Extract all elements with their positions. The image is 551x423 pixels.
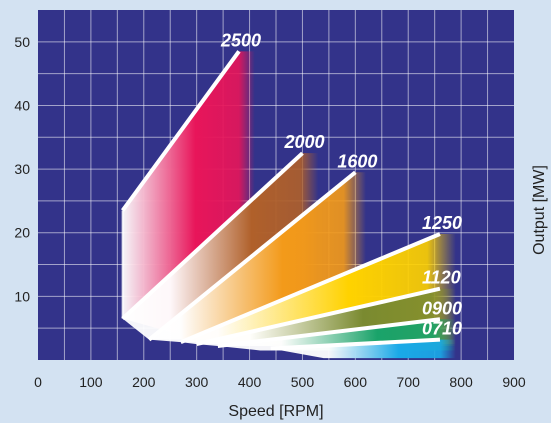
series-line-1600 bbox=[147, 170, 357, 342]
series-line-1120 bbox=[196, 286, 441, 347]
x-tick-labels: 0 100 200 300 400 500 600 700 800 900 bbox=[34, 374, 526, 390]
series-label-2500: 2500 bbox=[220, 30, 261, 50]
x-tick-label: 800 bbox=[449, 374, 473, 390]
x-tick-label: 600 bbox=[344, 374, 368, 390]
y-tick-label: 50 bbox=[14, 34, 30, 50]
x-tick-label: 200 bbox=[132, 374, 156, 390]
x-axis-title: Speed [RPM] bbox=[228, 403, 323, 420]
y-tick-label: 30 bbox=[14, 161, 30, 177]
series-line-2500 bbox=[121, 50, 241, 212]
x-tick-label: 700 bbox=[397, 374, 421, 390]
y-axis-title: Output [MW] bbox=[531, 165, 548, 255]
x-tick-label: 0 bbox=[34, 374, 42, 390]
y-tick-label: 40 bbox=[14, 97, 30, 113]
series-area-0710 bbox=[270, 339, 456, 359]
series-lines bbox=[121, 50, 441, 351]
x-tick-label: 100 bbox=[79, 374, 103, 390]
series-label-1120: 1120 bbox=[422, 268, 461, 288]
x-tick-label: 300 bbox=[185, 374, 209, 390]
series-line-2000 bbox=[121, 151, 304, 321]
x-tick-label: 900 bbox=[502, 374, 526, 390]
series-label-0900: 0900 bbox=[422, 298, 462, 318]
x-tick-label: 400 bbox=[238, 374, 262, 390]
y-tick-labels: 10 20 30 40 50 bbox=[14, 34, 30, 305]
series-label-1250: 1250 bbox=[422, 213, 462, 233]
series-label-1600: 1600 bbox=[337, 151, 377, 171]
series-line-0900 bbox=[217, 317, 441, 348]
y-tick-label: 20 bbox=[14, 225, 30, 241]
series-line-0710 bbox=[270, 337, 441, 351]
x-tick-label: 500 bbox=[291, 374, 315, 390]
series-line-1250 bbox=[180, 232, 441, 345]
y-tick-label: 10 bbox=[14, 288, 30, 304]
series-label-2000: 2000 bbox=[283, 132, 324, 152]
series-label-0710: 0710 bbox=[422, 319, 462, 339]
